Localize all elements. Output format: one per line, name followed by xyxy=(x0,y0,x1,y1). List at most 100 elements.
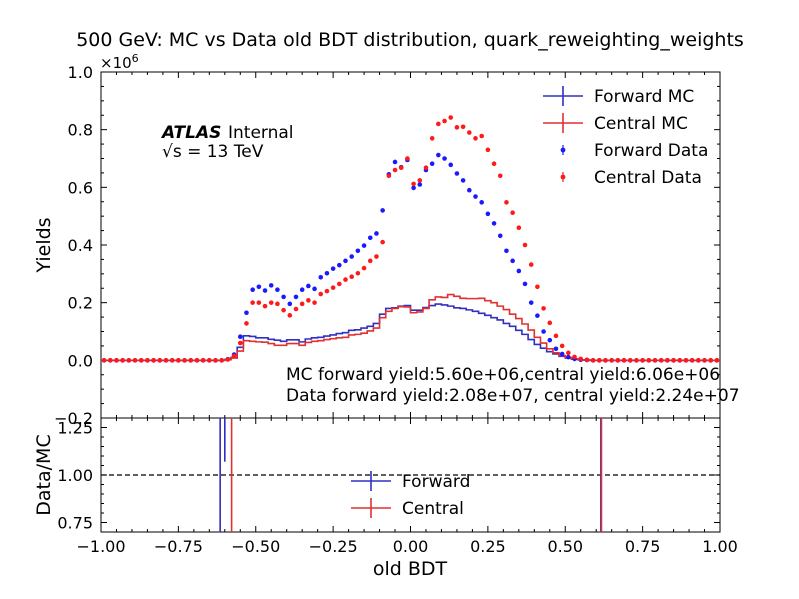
data-point xyxy=(603,358,608,363)
data-point xyxy=(460,124,466,130)
data-point xyxy=(491,161,497,166)
y-tick-label: 0.4 xyxy=(68,236,93,255)
data-point xyxy=(268,283,274,288)
data-point xyxy=(429,136,435,141)
data-point xyxy=(467,187,472,193)
data-point xyxy=(361,243,367,248)
data-point xyxy=(306,283,311,289)
data-point xyxy=(324,270,330,276)
x-tick-label: −0.25 xyxy=(309,537,358,556)
legend-central-data: Central Data xyxy=(594,168,702,188)
data-point xyxy=(411,181,416,187)
data-point xyxy=(566,350,571,356)
data-point xyxy=(225,357,231,362)
x-tick-label: 1.00 xyxy=(702,537,738,556)
data-point xyxy=(615,358,621,363)
y-multiplier-exponent: 6 xyxy=(132,52,139,65)
energy-label: √s = 13 TeV xyxy=(162,142,264,162)
data-point xyxy=(343,258,348,264)
data-point xyxy=(566,354,571,360)
data-point xyxy=(473,194,478,199)
data-point xyxy=(367,235,373,241)
data-point xyxy=(702,358,707,363)
data-point xyxy=(671,358,676,363)
ratio-y-axis-label: Data/MC xyxy=(33,434,55,515)
data-point xyxy=(652,358,658,363)
data-point xyxy=(528,262,534,267)
data-point xyxy=(547,337,553,343)
data-point xyxy=(207,358,212,363)
data-point xyxy=(237,334,243,339)
data-point xyxy=(126,358,132,363)
legend-forward-mc: Forward MC xyxy=(594,87,694,107)
data-point xyxy=(473,136,478,141)
data-point xyxy=(306,298,311,303)
data-point xyxy=(293,294,299,300)
data-point xyxy=(392,159,398,165)
data-point xyxy=(497,173,503,179)
data-point xyxy=(609,358,614,363)
data-point xyxy=(182,358,187,363)
legend-ratio-forward: Forward xyxy=(402,472,470,492)
data-point xyxy=(299,301,305,307)
data-point xyxy=(442,156,447,161)
data-point xyxy=(535,284,540,290)
data-point xyxy=(367,258,373,264)
x-tick-label: 0.50 xyxy=(547,537,583,556)
data-point xyxy=(627,358,633,363)
data-point xyxy=(157,358,163,363)
data-point xyxy=(237,340,243,346)
chart-title: 500 GeV: MC vs Data old BDT distribution… xyxy=(76,29,744,51)
data-point xyxy=(256,284,262,290)
data-point xyxy=(454,125,460,130)
series-central-mc xyxy=(101,293,720,362)
data-point xyxy=(516,225,522,230)
series-central-data xyxy=(101,115,720,363)
data-point xyxy=(361,265,367,271)
data-point xyxy=(244,310,249,316)
data-point xyxy=(163,358,169,363)
data-point xyxy=(138,358,144,363)
data-point xyxy=(337,262,342,268)
y-tick-label: 0.0 xyxy=(68,351,93,370)
data-point xyxy=(275,287,280,292)
legend-forward-data: Forward Data xyxy=(594,141,708,161)
y-tick-label: 1.0 xyxy=(68,63,93,82)
data-point xyxy=(696,358,701,363)
data-point xyxy=(293,306,299,312)
data-point xyxy=(541,306,546,311)
data-point xyxy=(194,358,200,363)
ratio-legend: Forward Central xyxy=(351,471,470,519)
data-point xyxy=(417,178,423,183)
data-point xyxy=(528,300,534,305)
data-point xyxy=(281,294,286,300)
data-point xyxy=(714,358,720,363)
data-point xyxy=(590,358,596,363)
data-point xyxy=(467,130,472,135)
ratio-plot-area: −1.00 −0.75 −0.50 −0.25 0.00 0.25 0.50 0.75 1.00… xyxy=(57,417,738,556)
data-point xyxy=(312,286,317,292)
data-point xyxy=(287,301,293,307)
data-point xyxy=(559,351,565,357)
data-point xyxy=(448,162,454,168)
data-point xyxy=(330,285,336,290)
data-point xyxy=(200,358,206,363)
data-point xyxy=(380,239,385,245)
data-point xyxy=(355,248,361,254)
data-point xyxy=(411,185,416,191)
data-point xyxy=(516,268,522,274)
x-tick-label: −0.75 xyxy=(154,537,203,556)
data-yield-annotation: Data forward yield:2.08e+07, central yie… xyxy=(286,386,740,406)
data-point xyxy=(510,258,515,264)
data-point xyxy=(275,301,280,307)
data-point xyxy=(398,165,404,171)
data-point xyxy=(188,358,194,363)
data-point xyxy=(634,358,639,363)
data-point xyxy=(578,356,584,362)
data-point xyxy=(262,288,268,293)
data-point xyxy=(268,300,274,305)
legend-ratio-central: Central xyxy=(402,499,464,519)
x-axis-label: old BDT xyxy=(373,558,448,580)
data-point xyxy=(250,287,255,292)
